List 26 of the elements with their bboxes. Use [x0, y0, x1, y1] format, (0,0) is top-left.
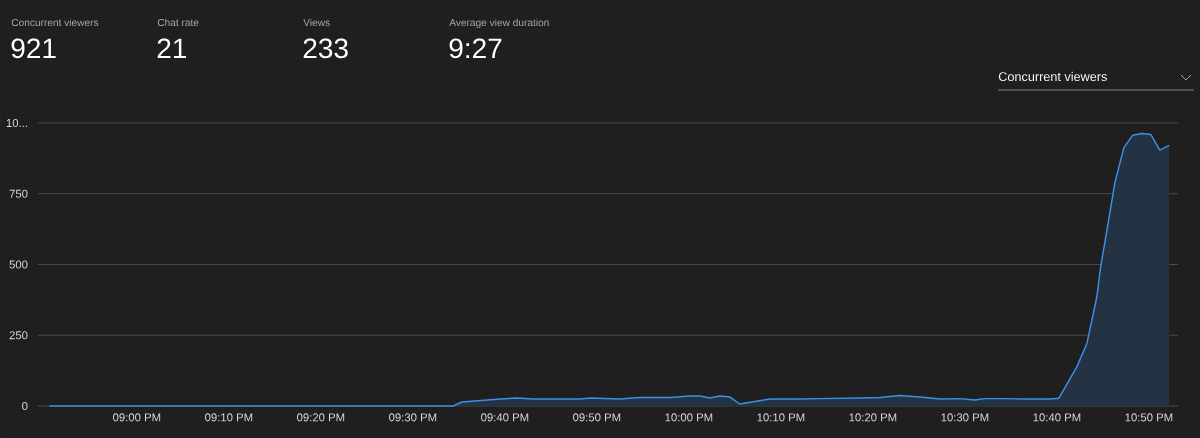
- y-tick-label: 10...: [6, 118, 27, 127]
- text: 21: [157, 38, 187, 58]
- x-tick-label: 10:10 PM: [757, 413, 805, 422]
- y-tick-label: 250: [9, 331, 28, 340]
- text: Concurrent viewers: [11, 18, 99, 27]
- y-tick-label: 0: [22, 401, 28, 410]
- x-tick-label: 10:00 PM: [665, 413, 713, 422]
- y-tick-label: 750: [9, 189, 28, 198]
- x-tick-label: 09:30 PM: [389, 413, 437, 422]
- x-tick-label: 10:40 PM: [1033, 413, 1081, 422]
- x-tick-label: 09:40 PM: [481, 413, 529, 422]
- x-tick-label: 09:00 PM: [113, 413, 161, 422]
- x-tick-label: 10:20 PM: [849, 413, 897, 422]
- x-tick-label: 09:50 PM: [573, 413, 621, 422]
- x-tick-label: 09:10 PM: [205, 413, 253, 422]
- text: Chat rate: [157, 18, 199, 27]
- text: 921: [11, 38, 56, 59]
- text: 9:27: [449, 38, 502, 59]
- x-tick-label: 10:30 PM: [941, 413, 989, 422]
- text: Average view duration: [449, 18, 549, 29]
- x-tick-label: 10:50 PM: [1125, 413, 1173, 422]
- y-tick-label: 500: [9, 260, 28, 269]
- x-tick-label: 09:20 PM: [297, 413, 345, 422]
- text: 233: [303, 38, 348, 59]
- text: Concurrent viewers: [998, 71, 1107, 82]
- text: Views: [303, 18, 330, 27]
